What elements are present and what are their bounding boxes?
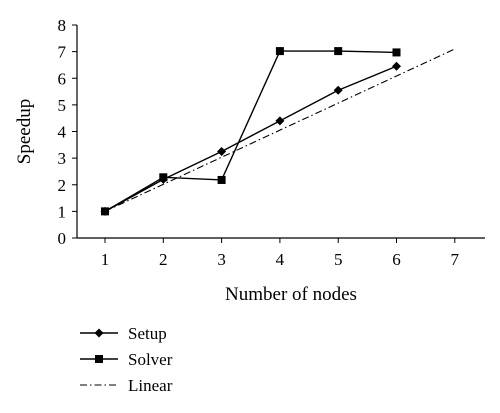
y-tick-label: 1 [58, 202, 67, 221]
diamond-marker [94, 328, 104, 338]
x-tick-label: 1 [101, 250, 110, 269]
square-marker [217, 175, 226, 184]
series-solver [101, 47, 401, 216]
series-layer [100, 47, 456, 216]
square-marker [275, 47, 284, 56]
y-tick-label: 8 [58, 16, 67, 35]
legend: Setup Solver Linear [80, 324, 173, 395]
legend-item-linear: Linear [80, 376, 173, 395]
square-marker [392, 48, 401, 57]
x-tick-label: 6 [392, 250, 401, 269]
legend-label: Solver [128, 350, 173, 369]
legend-item-solver: Solver [80, 350, 173, 369]
legend-label: Linear [128, 376, 173, 395]
legend-label: Setup [128, 324, 167, 343]
diamond-marker [333, 85, 343, 95]
y-tick-label: 0 [58, 229, 67, 248]
setup-line [104, 65, 397, 212]
y-tick-label: 5 [58, 96, 67, 115]
square-marker [159, 173, 168, 182]
x-axis-title: Number of nodes [225, 284, 357, 305]
y-tick-label: 2 [58, 176, 67, 195]
x-tick-label: 2 [159, 250, 168, 269]
solver-line [104, 50, 397, 212]
y-tick-label: 3 [58, 149, 67, 168]
diamond-marker [275, 116, 285, 126]
legend-item-setup: Setup [80, 324, 167, 343]
x-tick-label: 3 [217, 250, 226, 269]
diamond-marker [392, 61, 401, 71]
diamond-marker [217, 146, 227, 156]
series-linear [104, 48, 456, 212]
linear-line [104, 48, 456, 212]
x-tick-label: 7 [451, 250, 460, 269]
square-marker [334, 47, 343, 56]
y-tick-label: 7 [58, 43, 67, 62]
x-axis-ticks: 1 2 3 4 5 6 7 [101, 238, 460, 269]
y-axis-ticks: 0 1 2 3 4 5 6 7 8 [58, 16, 77, 248]
y-tick-label: 4 [58, 123, 67, 142]
square-marker [95, 355, 103, 363]
x-tick-label: 4 [276, 250, 285, 269]
axes [76, 25, 485, 239]
y-tick-label: 6 [58, 69, 67, 88]
x-tick-label: 5 [334, 250, 343, 269]
y-axis-title: Speedup [14, 99, 35, 164]
